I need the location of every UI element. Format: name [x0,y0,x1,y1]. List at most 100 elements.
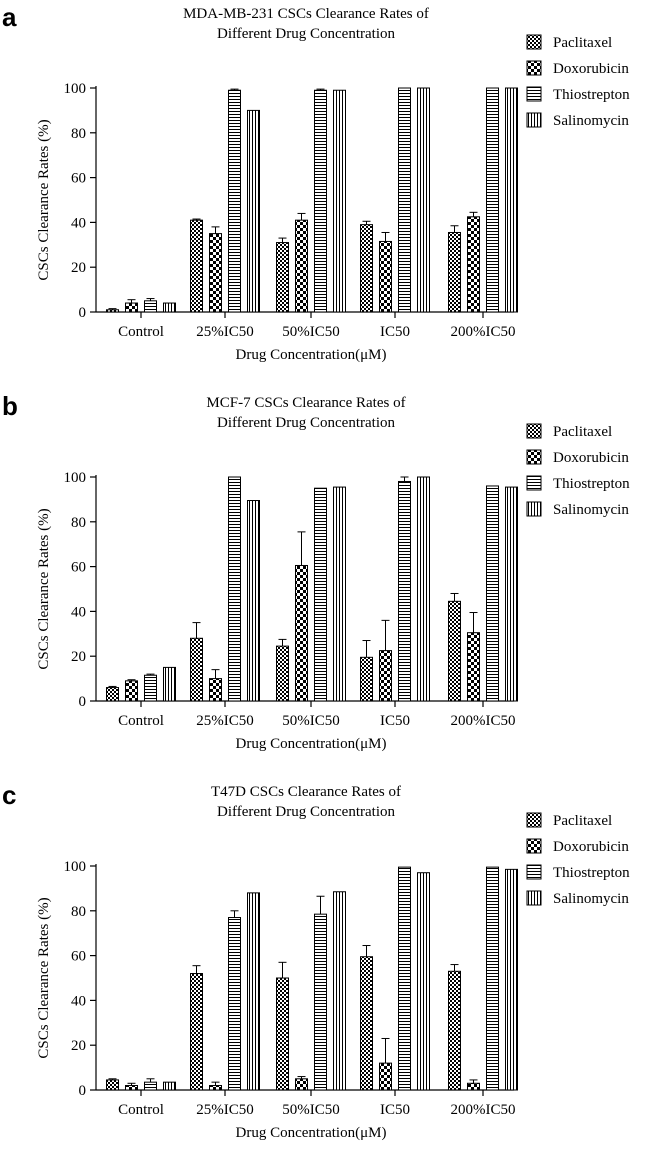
bar-thiostrepton-25%ic50 [228,917,241,1091]
legend-swatch-paclitaxel [526,812,542,828]
y-axis-label: CSCs Clearance Rates (%) [36,119,52,280]
bar-doxorubicin-25%ic50 [209,1085,222,1091]
bar-doxorubicin-25%ic50 [209,233,222,313]
bar-paclitaxel-control [106,1079,119,1091]
x-tick-label: 200%IC50 [451,1102,516,1118]
bar-thiostrepton-200%ic50 [486,87,499,313]
bar-paclitaxel-control [106,687,119,702]
x-axis-label: Drug Concentration(μM) [236,736,387,752]
y-axis-label: CSCs Clearance Rates (%) [36,897,52,1058]
chart-title-line-1: T47D CSCs Clearance Rates of [211,784,401,800]
bar-salinomycin-ic50 [417,476,430,702]
bar-salinomycin-200%ic50 [505,868,518,1091]
bar-salinomycin-200%ic50 [505,486,518,702]
x-tick-label: 25%IC50 [196,1102,254,1118]
bar-doxorubicin-ic50 [379,650,392,702]
legend: Paclitaxel Doxorubicin Thiostrepton Salinom… [526,812,630,907]
chart-title-line-1: MDA-MB-231 CSCs Clearance Rates of [183,6,429,22]
bar-thiostrepton-control [144,300,157,313]
legend-label-paclitaxel: Paclitaxel [553,35,612,51]
legend-label-salinomycin: Salinomycin [553,502,629,518]
x-tick-label: 200%IC50 [451,713,516,729]
x-tick-label: Control [118,713,164,729]
x-tick-label: 25%IC50 [196,324,254,340]
bar-thiostrepton-200%ic50 [486,866,499,1091]
bar-salinomycin-control [163,302,176,313]
y-tick-label: 100 [64,470,87,486]
legend-swatch-paclitaxel [526,423,542,439]
bar-salinomycin-control [163,666,176,702]
x-axis-label: Drug Concentration(μM) [236,347,387,363]
y-tick-label: 40 [71,215,86,231]
bar-doxorubicin-control [125,302,138,313]
bar-paclitaxel-ic50 [360,224,373,313]
y-tick-label: 20 [71,260,86,276]
x-tick-label: IC50 [380,324,410,340]
y-tick-label: 100 [64,81,87,97]
y-tick-label: 80 [71,126,86,142]
legend-label-thiostrepton: Thiostrepton [553,87,630,103]
bar-paclitaxel-50%ic50 [276,645,289,702]
x-tick-label: 200%IC50 [451,324,516,340]
bar-salinomycin-ic50 [417,872,430,1091]
bar-thiostrepton-50%ic50 [314,89,327,313]
bar-paclitaxel-25%ic50 [190,637,203,702]
chart-title-line-1: MCF-7 CSCs Clearance Rates of [206,395,405,411]
bar-doxorubicin-ic50 [379,1062,392,1091]
legend-swatch-salinomycin [526,890,542,906]
x-tick-label: Control [118,324,164,340]
legend-label-doxorubicin: Doxorubicin [553,61,629,77]
y-tick-label: 60 [71,171,86,187]
legend-swatch-paclitaxel [526,34,542,50]
bar-paclitaxel-25%ic50 [190,219,203,313]
chart-title-line-2: Different Drug Concentration [217,804,396,820]
bar-salinomycin-50%ic50 [333,89,346,313]
bar-paclitaxel-ic50 [360,656,373,702]
panel-label: c [2,780,16,810]
bar-salinomycin-ic50 [417,87,430,313]
bar-salinomycin-50%ic50 [333,486,346,702]
x-axis-label: Drug Concentration(μM) [236,1125,387,1141]
legend-label-doxorubicin: Doxorubicin [553,839,629,855]
legend: Paclitaxel Doxorubicin Thiostrepton Salinom… [526,423,630,518]
y-tick-label: 40 [71,604,86,620]
y-tick-label: 0 [79,1083,87,1099]
y-tick-label: 0 [79,694,87,710]
bar-doxorubicin-50%ic50 [295,1078,308,1091]
legend-label-salinomycin: Salinomycin [553,113,629,129]
bar-doxorubicin-control [125,680,138,702]
y-tick-label: 20 [71,1038,86,1054]
x-tick-label: 25%IC50 [196,713,254,729]
bar-doxorubicin-50%ic50 [295,564,308,702]
y-tick-label: 80 [71,904,86,920]
bar-thiostrepton-25%ic50 [228,476,241,702]
panel-label: b [2,391,18,421]
legend-label-thiostrepton: Thiostrepton [553,476,630,492]
y-tick-label: 80 [71,515,86,531]
x-tick-label: 50%IC50 [282,713,340,729]
x-tick-label: 50%IC50 [282,324,340,340]
bar-salinomycin-25%ic50 [247,500,260,702]
bar-paclitaxel-50%ic50 [276,977,289,1091]
bar-doxorubicin-200%ic50 [467,216,480,313]
bar-salinomycin-25%ic50 [247,892,260,1091]
bar-paclitaxel-200%ic50 [448,600,461,702]
x-tick-label: IC50 [380,713,410,729]
x-tick-label: IC50 [380,1102,410,1118]
legend-swatch-doxorubicin [526,60,542,76]
bar-thiostrepton-control [144,674,157,702]
bar-paclitaxel-200%ic50 [448,231,461,313]
bar-paclitaxel-ic50 [360,956,373,1091]
chart-title-line-2: Different Drug Concentration [217,26,396,42]
x-tick-label: 50%IC50 [282,1102,340,1118]
bar-thiostrepton-25%ic50 [228,89,241,313]
bar-thiostrepton-ic50 [398,480,411,702]
legend-label-paclitaxel: Paclitaxel [553,424,612,440]
y-tick-label: 60 [71,949,86,965]
bar-salinomycin-control [163,1081,176,1091]
legend-swatch-doxorubicin [526,838,542,854]
bar-paclitaxel-25%ic50 [190,973,203,1091]
chart-panel-a: a MDA-MB-231 CSCs Clearance Rates of Diffe… [2,2,630,363]
legend-label-doxorubicin: Doxorubicin [553,450,629,466]
